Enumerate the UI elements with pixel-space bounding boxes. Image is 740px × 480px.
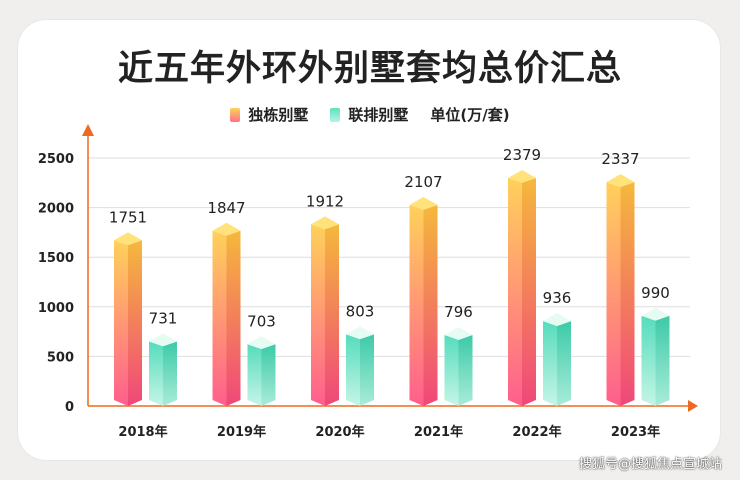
bar-detached-top [212,222,241,236]
data-label-townhouse: 990 [641,284,670,302]
data-label-detached: 1847 [207,199,245,217]
bar-detached-front [508,178,522,406]
bar-townhouse-front [543,321,557,406]
legend-unit: 单位(万/套) [430,104,509,125]
bar-townhouse-side [163,341,177,406]
data-label-townhouse: 803 [346,302,375,320]
x-tick-label: 2018年 [118,424,167,440]
bar-detached-side [226,230,241,406]
bar-detached-front [409,204,424,406]
bar-townhouse-top [543,313,571,326]
x-tick-label: 2023年 [611,424,660,440]
y-tick-label: 1500 [38,251,74,266]
data-label-townhouse: 936 [543,289,572,307]
bar-townhouse-side [261,344,276,406]
bar-townhouse-top [247,336,276,350]
bar-detached-top [606,174,635,187]
data-label-detached: 1751 [109,208,147,226]
bar-townhouse-side [458,335,473,406]
bar-detached-front [212,230,227,406]
bar-detached-side [423,204,438,406]
bar-detached-top [508,170,536,183]
bar-townhouse-front [247,344,262,406]
bar-detached-top [409,196,438,210]
data-label-townhouse: 731 [149,309,178,327]
bar-townhouse-side [655,315,670,406]
x-axis-arrow [688,400,698,412]
x-tick-label: 2021年 [414,424,463,440]
data-label-detached: 1912 [306,192,344,210]
x-tick-label: 2019年 [217,424,266,440]
bar-townhouse-front [444,335,459,406]
bar-detached-top [311,216,339,230]
bar-townhouse-side [557,321,571,406]
bar-townhouse-top [641,307,670,321]
bar-detached-side [620,182,635,406]
y-tick-label: 1000 [38,301,74,316]
unit-label: 单位(万/套) [430,106,510,124]
legend-swatch-townhouse [330,107,341,122]
bar-townhouse-front [641,315,656,406]
y-tick-label: 500 [47,350,74,365]
legend-label-townhouse: 联排别墅 [348,106,409,124]
data-label-detached: 2337 [601,150,639,168]
bar-townhouse-top [346,326,374,340]
watermark: 搜狐号@搜狐焦点宣城站 [578,457,722,472]
data-label-detached: 2107 [404,173,442,191]
bar-townhouse-front [346,334,360,406]
bar-townhouse-side [360,334,374,406]
data-label-townhouse: 703 [247,312,276,330]
y-axis-arrow [82,124,94,136]
y-tick-label: 2500 [38,152,74,167]
bar-detached-front [606,182,621,406]
bar-detached-front [114,240,128,406]
chart-legend: 独栋别墅 联排别墅 单位(万/套) [0,104,740,125]
data-label-detached: 2379 [503,146,541,164]
bar-detached-side [325,224,339,406]
x-tick-label: 2022年 [512,424,561,440]
legend-label-detached: 独栋别墅 [248,106,309,124]
bar-detached-front [311,224,325,406]
bar-detached-top [114,232,142,246]
bar-detached-side [128,240,142,406]
chart-title: 近五年外环外别墅套均总价汇总 [117,49,622,89]
x-tick-label: 2020年 [315,424,364,440]
bar-detached-side [522,178,536,406]
y-tick-label: 2000 [38,202,74,217]
bar-townhouse-top [444,327,473,340]
legend-item-townhouse: 联排别墅 [330,104,408,125]
bar-townhouse-front [149,341,163,406]
y-tick-label: 0 [65,400,74,415]
bar-townhouse-top [149,333,177,347]
legend-swatch-detached [230,107,241,122]
legend-item-detached: 独栋别墅 [230,104,308,125]
data-label-townhouse: 796 [444,303,473,321]
